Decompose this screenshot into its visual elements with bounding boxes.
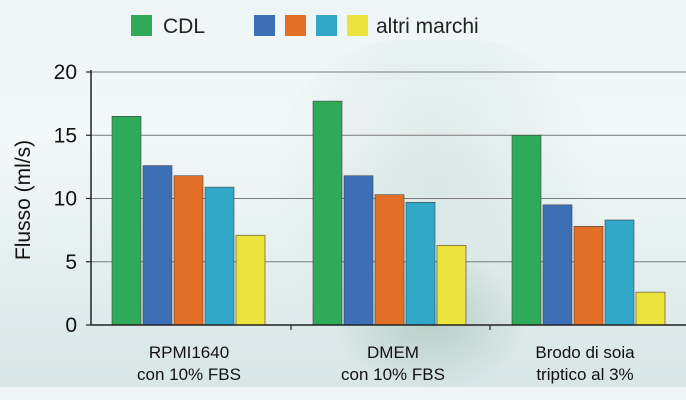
y-axis-label: Flusso (ml/s): [12, 140, 35, 260]
bar-cat1-series1: [111, 115, 142, 326]
bar-cat1-series4: [204, 186, 235, 326]
category-label-3-line1: Brodo di soia: [535, 343, 635, 362]
category-label-3-line2: triptico al 3%: [536, 365, 633, 384]
y-tick-label-15: 15: [54, 124, 77, 147]
category-label-2-line1: DMEM: [367, 343, 419, 362]
category-label-2-line2: con 10% FBS: [341, 365, 445, 384]
bar-chart: CDL altri marchi 0 5 10 15 20 RPMI1640 con 10%…: [12, 15, 686, 384]
y-tick-label-5: 5: [65, 251, 77, 274]
bar-cat2-series1: [312, 100, 343, 326]
legend-swatch-other-4: [347, 15, 368, 36]
legend-swatch-cdl: [131, 15, 152, 36]
bar-cat3-series2: [542, 204, 573, 326]
axes: [86, 70, 686, 330]
bar-cat1-series5: [235, 234, 266, 326]
bar-cat3-series3: [573, 226, 604, 326]
y-tick-label-20: 20: [54, 61, 77, 84]
category-label-1-line1: RPMI1640: [149, 343, 229, 362]
legend: CDL altri marchi: [131, 15, 479, 38]
category-labels: RPMI1640 con 10% FBS DMEM con 10% FBS Brodo …: [137, 343, 635, 384]
bar-cat3-series1: [511, 134, 542, 326]
bar-cat1-series3: [173, 175, 204, 326]
y-tick-labels: 0 5 10 15 20: [54, 61, 77, 337]
bar-cat3-series4: [604, 219, 635, 326]
bars: [111, 100, 666, 326]
y-tick-label-10: 10: [54, 188, 77, 211]
bar-cat1-series2: [142, 165, 173, 326]
legend-swatch-other-3: [316, 15, 337, 36]
bar-cat2-series4: [405, 201, 436, 326]
bar-cat2-series5: [436, 245, 467, 326]
bar-cat2-series3: [374, 194, 405, 326]
legend-label-cdl: CDL: [163, 15, 205, 38]
legend-swatch-other-1: [254, 15, 275, 36]
bar-cat3-series5: [635, 291, 666, 326]
legend-label-others: altri marchi: [376, 15, 479, 38]
bar-cat2-series2: [343, 175, 374, 326]
legend-swatch-other-2: [285, 15, 306, 36]
y-tick-label-0: 0: [65, 314, 77, 337]
category-label-1-line2: con 10% FBS: [137, 365, 241, 384]
